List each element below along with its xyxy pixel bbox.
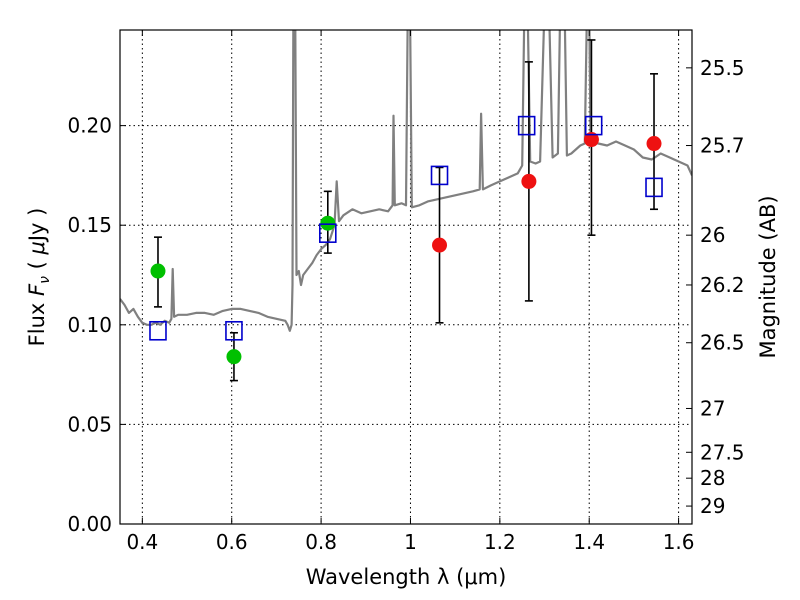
plot-frame — [119, 29, 693, 525]
model-point — [149, 320, 167, 341]
ticks: 0.4 0.6 0.8 1 1.2 1.4 1.6 0.00 0.05 0.10 0.15 0.20 2… — [67, 30, 745, 554]
x-tick-label: 1 — [404, 530, 417, 554]
y2-tick-label: 25.5 — [700, 56, 745, 80]
y2-tick-label: 28 — [700, 466, 725, 490]
y-tick-label: 0.10 — [67, 313, 112, 337]
model-point — [645, 177, 663, 198]
y-tick-label: 0.20 — [67, 114, 112, 138]
model-point — [517, 115, 536, 136]
data-point — [226, 349, 242, 365]
x-tick-label: 0.4 — [126, 530, 158, 554]
model-spectrum — [120, 30, 692, 332]
y2-tick-label: 25.7 — [700, 134, 745, 158]
data-point — [646, 136, 662, 152]
y2-tick-label: 27 — [700, 396, 725, 420]
data-markers — [149, 115, 663, 365]
data-point — [150, 263, 166, 279]
data-point — [432, 237, 448, 253]
y2-axis-label: Magnitude (AB) — [756, 195, 780, 358]
y2-tick-label: 26.5 — [700, 331, 745, 355]
data-point — [521, 173, 537, 189]
x-tick-label: 1.4 — [573, 530, 605, 554]
y-tick-label: 0.00 — [67, 512, 112, 536]
y2-tick-label: 27.5 — [700, 440, 745, 464]
x-tick-label: 1.2 — [484, 530, 516, 554]
data-point — [320, 215, 336, 231]
model-point — [318, 223, 337, 243]
y2-tick-label: 26 — [700, 223, 725, 247]
model-point — [584, 115, 603, 136]
x-tick-label: 0.6 — [216, 530, 248, 554]
y2-tick-label: 26.2 — [700, 273, 745, 297]
y-axis-label: Flux Fν ( μJy ) — [25, 208, 53, 347]
y-tick-label: 0.05 — [67, 412, 112, 436]
model-point — [430, 165, 449, 186]
y-tick-label: 0.15 — [67, 213, 112, 237]
x-tick-label: 1.6 — [663, 530, 695, 554]
y2-tick-label: 29 — [700, 494, 725, 518]
x-tick-label: 0.8 — [305, 530, 337, 554]
data-point — [583, 132, 599, 148]
x-axis-label: Wavelength λ (μm) — [306, 565, 507, 589]
model-point — [225, 320, 243, 341]
spectrum-line — [120, 30, 692, 332]
